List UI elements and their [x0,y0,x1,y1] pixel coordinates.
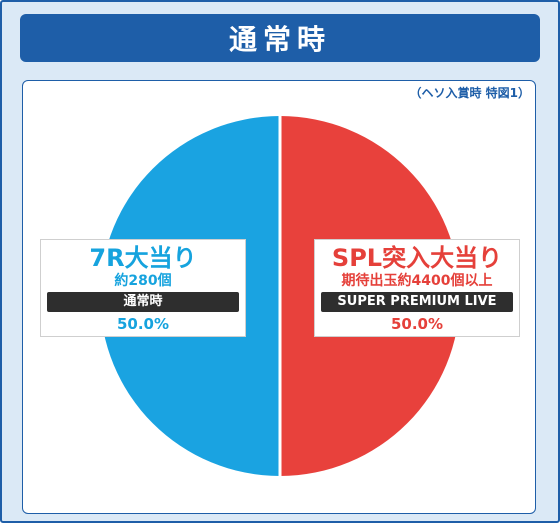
slice-detail-7r: 約280個 [114,273,172,289]
slice-title-spl: SPL突入大当り [331,244,503,272]
slice-label-7r: 7R大当り 約280個 通常時 50.0% [40,239,246,337]
slice-percent-spl: 50.0% [390,315,444,333]
slice-detail-spl: 期待出玉約4400個以上 [341,273,493,289]
title-bar: 通常時 [20,14,540,62]
page-title: 通常時 [228,23,331,56]
condition-note: （ヘソ入賞時 特図1） [409,86,530,100]
slice-label-spl: SPL突入大当り 期待出玉約4400個以上 SUPER PREMIUM LIVE… [314,239,520,337]
slice-mode-spl: SUPER PREMIUM LIVE [321,292,513,312]
slice-percent-7r: 50.0% [116,315,170,333]
slice-title-7r: 7R大当り [89,244,197,272]
slice-mode-7r: 通常時 [47,292,239,312]
